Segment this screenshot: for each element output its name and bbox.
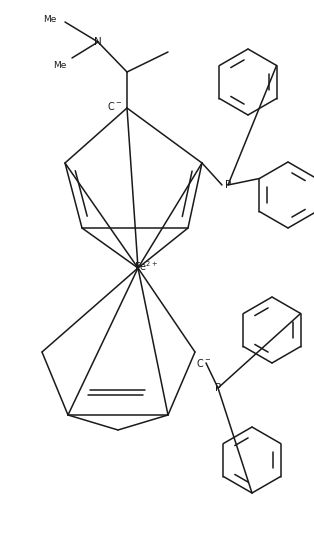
Text: P: P [225,180,231,190]
Text: N: N [94,37,102,47]
Text: C$^-$: C$^-$ [196,357,211,369]
Text: Fe$^{2+}$: Fe$^{2+}$ [134,259,158,273]
Text: Me: Me [54,61,67,70]
Text: C$^-$: C$^-$ [107,100,122,112]
Text: Me: Me [44,16,57,24]
Text: P: P [215,383,221,393]
